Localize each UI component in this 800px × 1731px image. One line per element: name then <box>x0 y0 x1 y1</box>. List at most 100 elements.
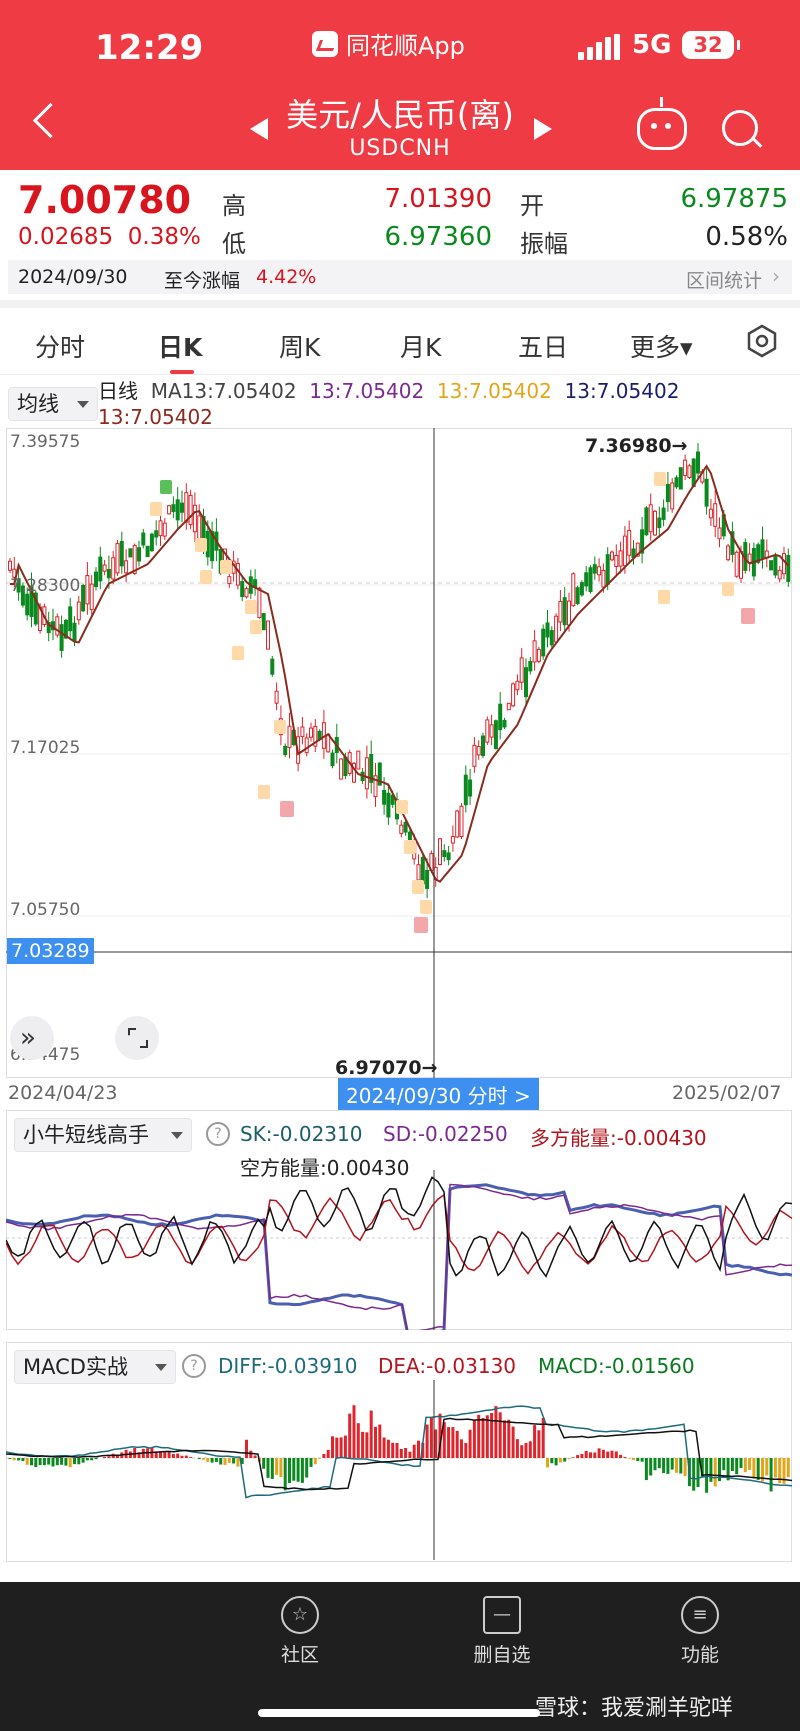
tab-intraday[interactable]: 分时 <box>35 333 86 362</box>
y-tick-1: 7.39575 <box>10 432 81 452</box>
macd-bar <box>666 1458 670 1474</box>
macd-bar <box>64 1458 68 1466</box>
candle-body <box>657 517 662 529</box>
candle-body <box>16 578 21 593</box>
tab-five-day[interactable]: 五日 <box>518 333 569 362</box>
indicator2-select[interactable]: MACD实战 <box>14 1350 176 1384</box>
candle-body <box>270 658 275 675</box>
help-icon-2[interactable]: ? <box>182 1354 206 1378</box>
fullscreen-button[interactable] <box>115 1016 159 1060</box>
app-name-pill: 同花顺App <box>312 26 465 61</box>
sequence-marker <box>195 538 207 552</box>
sequence-marker <box>654 472 666 486</box>
candle-body <box>235 562 240 586</box>
candle-body <box>648 504 653 533</box>
macd-bar <box>494 1406 498 1458</box>
macd-bar <box>722 1458 726 1471</box>
macd-bar <box>554 1458 558 1466</box>
candle-body <box>304 737 309 754</box>
macd-bar <box>769 1458 773 1492</box>
since-value: 4.42% <box>256 266 317 288</box>
candle-body <box>515 680 520 691</box>
nav-remove-watchlist[interactable]: — 删自选 <box>442 1596 562 1667</box>
indicator-select[interactable]: 均线 <box>8 387 98 421</box>
candle-body <box>597 566 602 576</box>
robot-assistant-icon[interactable] <box>637 97 687 150</box>
macd-bar <box>343 1435 347 1458</box>
status-time: 12:29 <box>95 28 204 68</box>
candle-body <box>184 492 189 523</box>
tab-more[interactable]: 更多▾ <box>630 333 693 362</box>
tab-monthly-k[interactable]: 月K <box>400 333 442 362</box>
macd-bar <box>623 1457 627 1458</box>
help-icon[interactable]: ? <box>206 1122 230 1146</box>
macd-bar <box>214 1458 218 1462</box>
candle-body <box>132 545 137 575</box>
candle-body <box>528 661 533 672</box>
macd-bar <box>567 1458 571 1459</box>
crosshair-date-label[interactable]: 2024/09/30 分时 > <box>338 1078 539 1111</box>
candle-body <box>25 593 30 616</box>
diff-value: DIFF:-0.03910 <box>218 1354 358 1378</box>
tab-weekly-k[interactable]: 周K <box>279 333 321 362</box>
candle-body <box>601 570 606 588</box>
candle-body <box>592 564 597 574</box>
settings-icon[interactable] <box>745 324 779 358</box>
candle-body <box>399 824 404 834</box>
sequence-marker <box>245 600 257 614</box>
macd-bar <box>253 1455 257 1458</box>
sequence-marker-9 <box>741 608 755 624</box>
candle-body <box>377 762 382 786</box>
max-price-marker: 7.36980→ <box>585 435 688 457</box>
macd-bar <box>25 1458 29 1465</box>
indicator1-select[interactable]: 小牛短线高手 <box>14 1118 192 1152</box>
candle-body <box>55 616 60 636</box>
candle-body <box>640 529 645 554</box>
macd-bar <box>713 1458 717 1487</box>
candle-body <box>81 584 86 612</box>
expand-left-button[interactable]: » <box>10 1016 54 1060</box>
nav-community[interactable]: ☆ 社区 <box>240 1596 360 1667</box>
macd-bar <box>137 1452 141 1458</box>
candle-body <box>403 821 408 833</box>
macd-bar <box>313 1458 317 1465</box>
macd-bar <box>171 1454 175 1458</box>
price-change-pct: 0.38% <box>127 224 201 250</box>
prev-symbol-icon[interactable] <box>250 118 268 140</box>
period-stats-row[interactable]: 2024/09/30 至今涨幅 4.42% 区间统计 › <box>8 260 792 294</box>
candle-body <box>309 727 313 738</box>
search-icon[interactable] <box>722 110 758 146</box>
macd-bar <box>786 1458 790 1478</box>
quote-date: 2024/09/30 <box>18 266 128 288</box>
candle-body <box>455 810 460 838</box>
candle-body <box>124 560 129 574</box>
sequence-marker <box>250 620 262 634</box>
nav-functions[interactable]: ≡ 功能 <box>640 1596 760 1667</box>
macd-bar <box>240 1458 244 1465</box>
candle-body <box>416 864 421 881</box>
crosshair-price-label: 7.03289 <box>7 938 94 964</box>
indicator1-chart <box>6 1170 792 1330</box>
star-icon: ☆ <box>281 1596 319 1634</box>
macd-bar <box>726 1458 730 1481</box>
candle-body <box>240 581 245 597</box>
macd-bar <box>159 1451 162 1458</box>
candle-body <box>33 592 38 625</box>
candle-body <box>89 583 94 611</box>
macd-bar <box>283 1458 287 1491</box>
dea-value: DEA:-0.03130 <box>378 1354 517 1378</box>
kline-chart[interactable] <box>6 428 792 1078</box>
macd-bar <box>219 1458 223 1465</box>
macd-bar <box>232 1458 236 1464</box>
candle-body <box>442 850 447 858</box>
next-symbol-icon[interactable] <box>534 118 552 140</box>
range-stats-link[interactable]: 区间统计 <box>685 270 762 292</box>
macd-bar <box>550 1458 554 1464</box>
macd-bar <box>649 1458 653 1476</box>
macd-bar <box>180 1455 184 1458</box>
tab-daily-k[interactable]: 日K <box>158 333 203 362</box>
candle-body <box>670 482 675 510</box>
macd-bar <box>730 1458 734 1472</box>
amplitude-value: 0.58% <box>705 222 788 252</box>
amplitude-label: 振幅 <box>520 230 568 258</box>
